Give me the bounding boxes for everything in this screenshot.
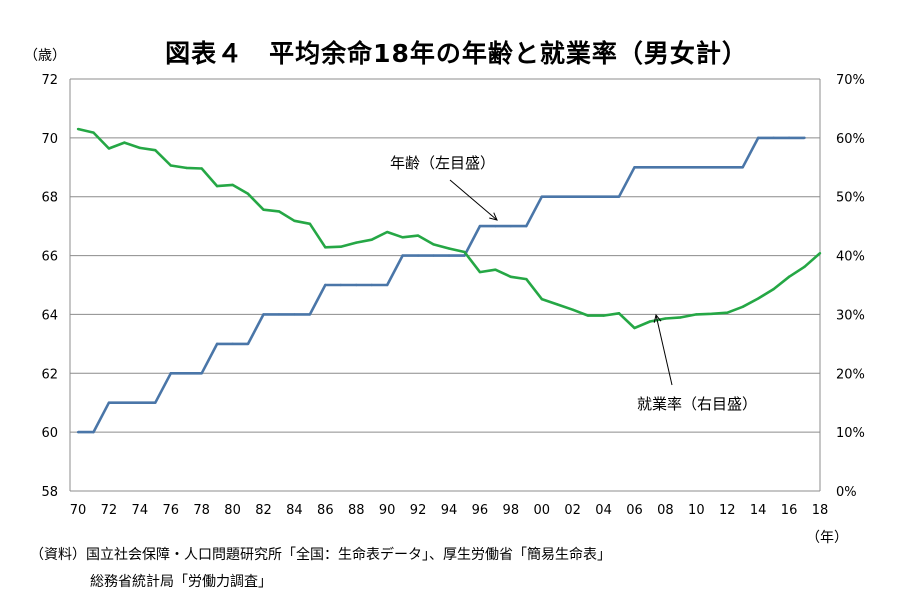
chart-title: 図表４ 平均余命18年の年齢と就業率（男女計） (165, 39, 748, 68)
x-axis-tick-label: 16 (781, 503, 798, 518)
x-axis-unit: （年） (806, 530, 848, 546)
right-axis-tick-label: 10% (836, 426, 865, 441)
series-line (77, 127, 821, 330)
right-axis-tick-label: 40% (836, 250, 865, 265)
left-axis-tick-label: 62 (41, 367, 58, 382)
annotation-arrow (655, 314, 673, 386)
annotation-arrow (449, 179, 498, 221)
annotation-label: 就業率（右目盛） (637, 395, 757, 413)
x-axis-tick-label: 84 (286, 503, 303, 518)
x-axis-tick-label: 94 (441, 503, 458, 518)
left-axis-tick-label: 68 (41, 191, 58, 206)
right-axis-tick-label: 20% (836, 367, 865, 382)
x-axis-tick-label: 90 (379, 503, 396, 518)
source-note-continued: 総務省統計局「労働力調査」 (90, 574, 272, 590)
series-line (78, 136, 805, 434)
left-axis-tick-label: 60 (41, 426, 58, 441)
x-axis-tick-label: 74 (132, 503, 149, 518)
series-group (76, 136, 806, 434)
source-note: （資料）国立社会保障・人口問題研究所「全国：生命表データ」、厚生労働省「簡易生命… (30, 547, 611, 563)
x-axis-tick-label: 18 (812, 503, 829, 518)
x-axis-tick-label: 02 (564, 503, 581, 518)
right-axis-tick-label: 0% (836, 485, 857, 500)
x-axis-tick-label: 12 (719, 503, 736, 518)
left-axis-tick-label: 66 (41, 250, 58, 265)
x-axis-tick-label: 06 (626, 503, 643, 518)
x-axis-tick-label: 10 (688, 503, 705, 518)
annotation-arrowhead (653, 313, 662, 323)
x-axis-tick-label: 04 (595, 503, 612, 518)
x-axis-tick-label: 88 (348, 503, 365, 518)
x-axis-tick-label: 14 (750, 503, 767, 518)
x-axis-tick-label: 08 (657, 503, 674, 518)
annotation-arrowhead (489, 212, 498, 221)
x-axis-tick-label: 80 (224, 503, 241, 518)
left-axis-tick-label: 70 (41, 132, 58, 147)
x-axis-tick-label: 78 (193, 503, 210, 518)
x-axis-tick-label: 70 (70, 503, 87, 518)
x-axis-tick-label: 00 (533, 503, 550, 518)
left-axis-unit: （歳） (24, 48, 66, 64)
series-lines (76, 127, 822, 434)
annotations: 年齢（左目盛） 就業率（右目盛） (390, 154, 757, 413)
x-axis-tick-label: 86 (317, 503, 334, 518)
right-axis-tick-label: 50% (836, 191, 865, 206)
annotation-label: 年齢（左目盛） (390, 154, 495, 172)
left-axis-tick-label: 58 (41, 485, 58, 500)
right-axis-tick-label: 60% (836, 132, 865, 147)
tick-labels: 58 0% 60 10% 62 20% 64 30% 66 40% 68 50% 70 60% 72 70% 7… (41, 73, 864, 518)
left-axis-tick-label: 64 (41, 308, 58, 323)
right-axis-tick-label: 70% (836, 73, 865, 88)
x-axis-tick-label: 76 (162, 503, 179, 518)
left-axis-tick-label: 72 (41, 73, 58, 88)
x-axis-tick-label: 82 (255, 503, 272, 518)
right-axis-tick-label: 30% (836, 308, 865, 323)
x-axis-tick-label: 92 (410, 503, 427, 518)
axes (69, 79, 821, 492)
x-axis-tick-label: 72 (101, 503, 118, 518)
x-axis-tick-label: 96 (472, 503, 489, 518)
series-group (76, 127, 822, 330)
x-axis-tick-label: 98 (503, 503, 520, 518)
